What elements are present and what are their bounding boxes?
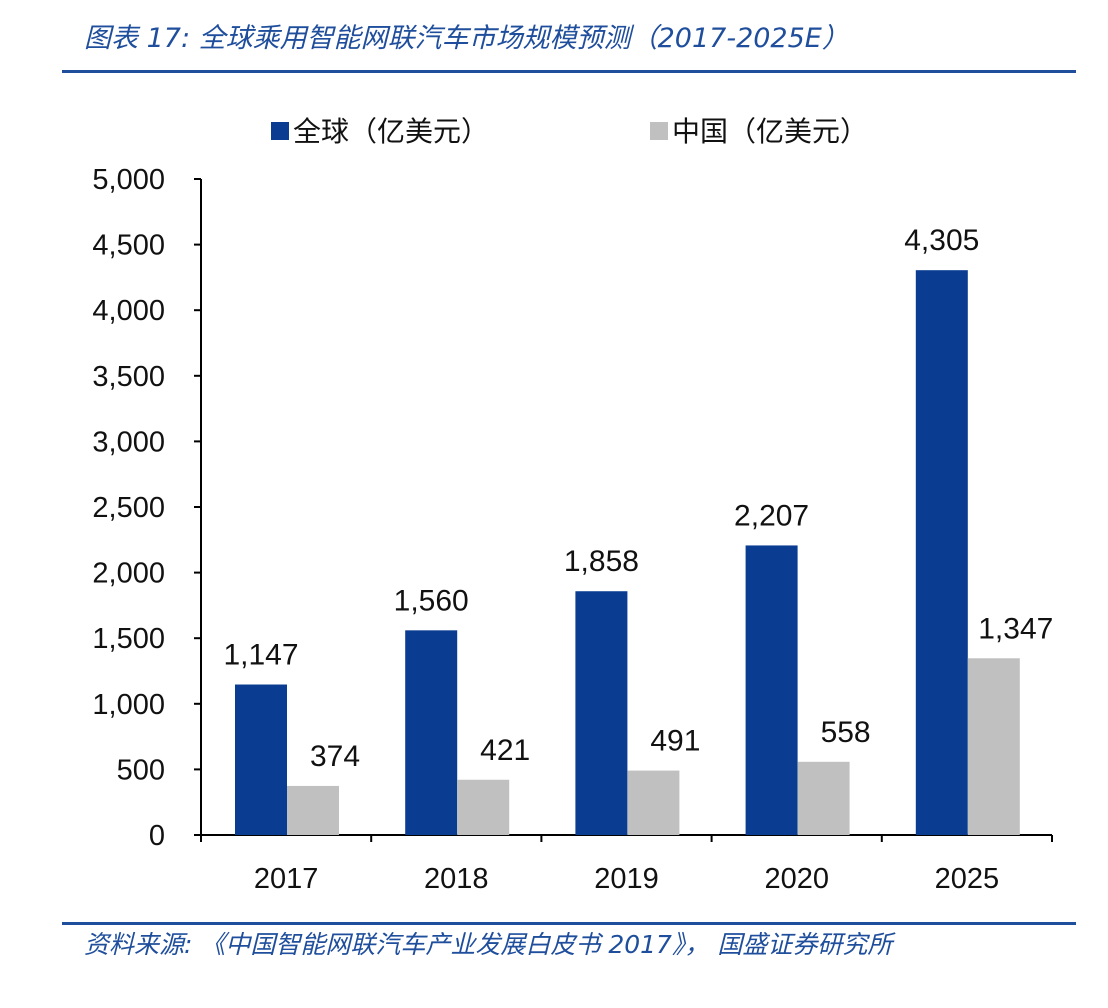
y-tick-label: 4,500 [92,230,165,262]
y-tick-label: 4,000 [92,295,165,327]
data-label-global-2017: 1,147 [223,639,298,672]
y-tick-label: 2,500 [92,492,165,524]
legend-swatch-1 [650,122,668,140]
data-label-china-2020: 558 [821,716,871,749]
chart-axes: 0 500 1,000 1,500 2,000 2,500 3,000 3,500 4,000 4… [92,164,1053,895]
chart-data-labels: 1,147 1,560 1,858 2,207 4,305 374 421 491 558 1,3… [223,224,1053,773]
x-tick-label: 2020 [764,863,829,895]
chart-title: 图表 17: 全球乘用智能网联汽车市场规模预测（2017-2025E） [84,23,849,54]
data-label-china-2019: 491 [650,725,700,758]
data-label-global-2019: 1,858 [564,545,639,578]
y-tick-label: 2,000 [92,558,165,590]
legend-label-1: 中国（亿美元） [672,115,868,148]
bar-china-2025 [967,658,1020,835]
data-label-global-2025: 4,305 [904,224,979,257]
bar-global-2018 [405,630,458,835]
bar-global-2017 [235,684,287,835]
x-tick-label: 2017 [254,863,319,895]
source-note: 资料来源: 《中国智能网联汽车产业发展白皮书 2017》， 国盛证券研究所 [84,930,893,959]
title-divider [62,70,1076,73]
legend-label-0: 全球（亿美元） [293,115,489,148]
bar-china-2018 [457,779,510,835]
chart-legend: 全球（亿美元） 中国（亿美元） [271,115,868,148]
data-label-china-2017: 374 [310,740,360,773]
chart-bars [235,270,1020,835]
y-tick-label: 1,000 [92,689,165,721]
bar-global-2020 [745,545,798,835]
footer-divider [62,922,1076,925]
x-tick-label: 2018 [424,863,489,895]
bar-china-2017 [287,785,339,835]
y-tick-label: 1,500 [92,623,165,655]
data-label-china-2025: 1,347 [978,612,1053,645]
y-tick-label: 0 [149,820,165,852]
data-label-global-2020: 2,207 [734,499,809,532]
x-tick-label: 2019 [594,863,659,895]
bar-china-2020 [797,761,850,835]
data-label-global-2018: 1,560 [394,584,469,617]
y-tick-label: 500 [117,754,165,786]
y-tick-label: 3,000 [92,426,165,458]
y-tick-label: 3,500 [92,361,165,393]
legend-swatch-0 [271,122,289,140]
bar-chart: 全球（亿美元） 中国（亿美元） 0 500 1,000 1,500 2,000 2,500 3… [92,115,1053,895]
bar-global-2025 [915,270,968,835]
bar-china-2019 [627,770,680,835]
bar-global-2019 [575,591,628,835]
x-tick-label: 2025 [935,863,1000,895]
data-label-china-2018: 421 [480,734,530,767]
y-tick-label: 5,000 [92,164,165,196]
